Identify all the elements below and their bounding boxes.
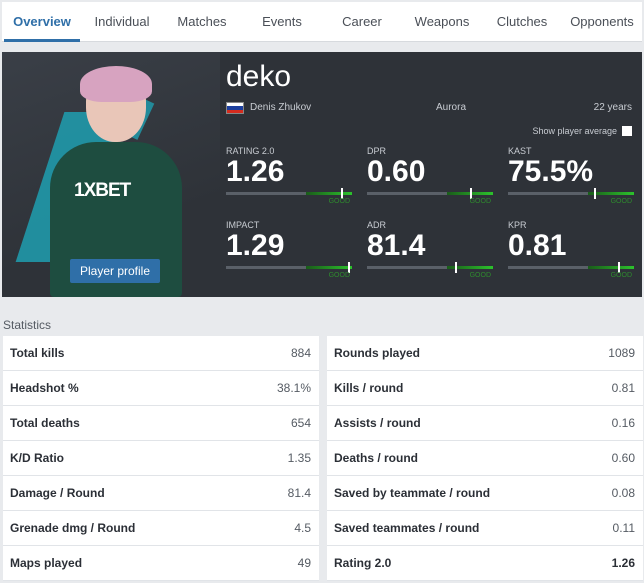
stat-value: 81.4 [367, 229, 426, 262]
stat-row: Deaths / round 0.60 [327, 441, 643, 476]
stat-row-value: 38.1% [276, 381, 311, 395]
stat-row-value: 0.60 [611, 451, 635, 465]
player-team[interactable]: Aurora [436, 102, 467, 113]
stat-row-value: 0.81 [611, 381, 635, 395]
stat-row: K/D Ratio 1.35 [3, 441, 319, 476]
stat-row: Saved by teammate / round 0.08 [327, 476, 643, 511]
stat-label: RATING 2.0 [226, 146, 275, 156]
show-average-label: Show player average [532, 126, 617, 136]
player-hair [80, 66, 152, 102]
stat-value: 75.5% [508, 155, 594, 188]
stat-row: Grenade dmg / Round 4.5 [3, 511, 319, 546]
stat-row: Rounds played 1089 [327, 336, 643, 371]
stat-row-label: Total kills [10, 346, 65, 360]
stat-row-label: Saved by teammate / round [334, 486, 491, 500]
stat-row: Total kills 884 [3, 336, 319, 371]
stat-row-label: Damage / Round [10, 486, 105, 500]
stat-value: 1.26 [226, 155, 285, 188]
stat-row: Total deaths 654 [3, 406, 319, 441]
stat-row-value: 884 [290, 346, 311, 360]
bar-tag: GOOD [469, 198, 491, 205]
bar-tag: GOOD [328, 198, 350, 205]
stat-row-label: K/D Ratio [10, 451, 64, 465]
statistics-left-column: Total kills 884 Headshot % 38.1% Total dea… [3, 336, 319, 581]
stat-row-label: Total deaths [10, 416, 80, 430]
stat-row-value: 1089 [608, 346, 635, 360]
jersey-sponsor-text: 1XBET [74, 180, 131, 201]
russia-flag-icon [226, 102, 244, 114]
stat-row-label: Saved teammates / round [334, 521, 480, 535]
bar-tag: GOOD [469, 272, 491, 279]
stat-row-label: Rating 2.0 [334, 556, 392, 570]
stat-bar: GOOD [367, 262, 493, 279]
tab-clutches[interactable]: Clutches [496, 14, 548, 29]
stat-dpr: DPR 0.60 GOOD [367, 146, 493, 205]
stat-impact: IMPACT 1.29 GOOD [226, 220, 352, 279]
stat-row: Headshot % 38.1% [3, 371, 319, 406]
player-nickname: deko [226, 60, 292, 93]
show-average-toggle[interactable]: Show player average [532, 126, 632, 136]
player-summary-card: 1XBET Player profile deko Denis Zhukov A… [2, 52, 642, 297]
stat-row-label: Assists / round [334, 416, 421, 430]
player-age: 22 years [593, 102, 632, 113]
stat-rating: RATING 2.0 1.26 GOOD [226, 146, 352, 205]
stat-row-label: Deaths / round [334, 451, 419, 465]
stat-adr: ADR 81.4 GOOD [367, 220, 493, 279]
stat-row-value: 0.11 [612, 521, 635, 535]
stat-kast: KAST 75.5% GOOD [508, 146, 634, 205]
stat-row-value: 4.5 [294, 521, 311, 535]
stat-row-value: 0.16 [611, 416, 635, 430]
stat-row-value: 0.08 [611, 486, 635, 500]
statistics-right-column: Rounds played 1089 Kills / round 0.81 Assi… [327, 336, 643, 581]
stat-row-label: Grenade dmg / Round [10, 521, 136, 535]
stat-row-value: 654 [290, 416, 311, 430]
stat-value: 0.81 [508, 229, 567, 262]
stat-row: Damage / Round 81.4 [3, 476, 319, 511]
tab-career[interactable]: Career [342, 14, 382, 29]
bar-tag: GOOD [328, 272, 350, 279]
stat-row: Assists / round 0.16 [327, 406, 643, 441]
tab-weapons[interactable]: Weapons [414, 14, 470, 29]
stat-row-label: Headshot % [10, 381, 79, 395]
stat-value: 0.60 [367, 155, 426, 188]
stat-row-value: 49 [297, 556, 311, 570]
stat-label: DPR [367, 146, 387, 156]
stat-row-label: Rounds played [334, 346, 421, 360]
tab-bar: Overview Individual Matches Events Caree… [2, 2, 642, 42]
stat-value: 1.29 [226, 229, 285, 262]
player-profile-button[interactable]: Player profile [70, 259, 160, 283]
player-real-name: Denis Zhukov [250, 102, 312, 113]
stat-bar: GOOD [508, 188, 634, 205]
bar-tag: GOOD [610, 198, 632, 205]
stat-row-value: 1.26 [611, 556, 635, 570]
stat-kpr: KPR 0.81 GOOD [508, 220, 634, 279]
stat-label: IMPACT [226, 220, 260, 230]
stat-label: KPR [508, 220, 527, 230]
stat-label: KAST [508, 146, 532, 156]
tab-matches[interactable]: Matches [177, 14, 227, 29]
tab-overview[interactable]: Overview [2, 2, 82, 42]
stat-row: Saved teammates / round 0.11 [327, 511, 643, 546]
show-average-checkbox[interactable] [622, 126, 632, 136]
statistics-heading: Statistics [3, 318, 52, 332]
stat-row: Maps played 49 [3, 546, 319, 581]
player-photo: 1XBET Player profile [2, 52, 220, 297]
tab-events[interactable]: Events [262, 14, 302, 29]
stat-row-value: 81.4 [287, 486, 311, 500]
tab-opponents[interactable]: Opponents [570, 14, 634, 29]
stat-bar: GOOD [508, 262, 634, 279]
stat-row: Kills / round 0.81 [327, 371, 643, 406]
stat-row: Rating 2.0 1.26 [327, 546, 643, 581]
stat-label: ADR [367, 220, 387, 230]
bar-tag: GOOD [610, 272, 632, 279]
stat-bar: GOOD [226, 188, 352, 205]
stat-bar: GOOD [226, 262, 352, 279]
stat-row-label: Maps played [10, 556, 83, 570]
stat-row-label: Kills / round [334, 381, 404, 395]
stat-bar: GOOD [367, 188, 493, 205]
stat-row-value: 1.35 [287, 451, 311, 465]
tab-individual[interactable]: Individual [94, 14, 150, 29]
